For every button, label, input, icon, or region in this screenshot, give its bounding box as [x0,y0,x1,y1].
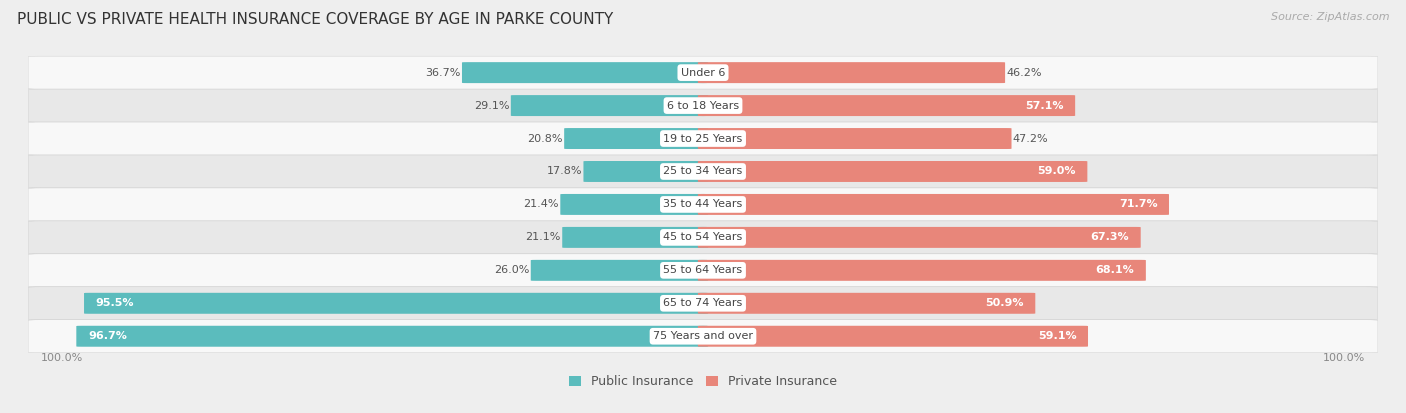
FancyBboxPatch shape [28,221,1378,254]
FancyBboxPatch shape [697,293,1035,314]
Text: 21.4%: 21.4% [523,199,560,209]
Text: 20.8%: 20.8% [527,133,562,144]
Text: 95.5%: 95.5% [96,298,134,308]
FancyBboxPatch shape [28,320,1378,353]
Text: Source: ZipAtlas.com: Source: ZipAtlas.com [1271,12,1389,22]
Text: 100.0%: 100.0% [1323,353,1365,363]
Text: 21.1%: 21.1% [526,233,561,242]
FancyBboxPatch shape [28,254,1378,287]
Text: 68.1%: 68.1% [1095,265,1135,275]
Text: 96.7%: 96.7% [89,331,127,341]
FancyBboxPatch shape [697,194,1168,215]
Text: 29.1%: 29.1% [474,101,509,111]
FancyBboxPatch shape [84,293,709,314]
Text: 57.1%: 57.1% [1025,101,1063,111]
FancyBboxPatch shape [583,161,709,182]
FancyBboxPatch shape [510,95,709,116]
Text: 75 Years and over: 75 Years and over [652,331,754,341]
FancyBboxPatch shape [76,326,709,347]
Text: 71.7%: 71.7% [1119,199,1157,209]
Text: 67.3%: 67.3% [1091,233,1129,242]
Text: 36.7%: 36.7% [425,68,461,78]
FancyBboxPatch shape [28,287,1378,320]
FancyBboxPatch shape [697,227,1140,248]
FancyBboxPatch shape [697,128,1011,149]
FancyBboxPatch shape [28,89,1378,122]
Text: 17.8%: 17.8% [547,166,582,176]
Text: 65 to 74 Years: 65 to 74 Years [664,298,742,308]
Text: 19 to 25 Years: 19 to 25 Years [664,133,742,144]
FancyBboxPatch shape [697,161,1087,182]
Text: 45 to 54 Years: 45 to 54 Years [664,233,742,242]
Text: 47.2%: 47.2% [1012,133,1049,144]
FancyBboxPatch shape [564,128,709,149]
FancyBboxPatch shape [697,95,1076,116]
Text: 6 to 18 Years: 6 to 18 Years [666,101,740,111]
Text: Under 6: Under 6 [681,68,725,78]
FancyBboxPatch shape [562,227,709,248]
Text: 46.2%: 46.2% [1007,68,1042,78]
Text: 59.0%: 59.0% [1038,166,1076,176]
Text: 35 to 44 Years: 35 to 44 Years [664,199,742,209]
FancyBboxPatch shape [28,155,1378,188]
Text: 25 to 34 Years: 25 to 34 Years [664,166,742,176]
FancyBboxPatch shape [697,62,1005,83]
FancyBboxPatch shape [463,62,709,83]
Text: 100.0%: 100.0% [41,353,83,363]
Legend: Public Insurance, Private Insurance: Public Insurance, Private Insurance [564,370,842,393]
Text: 26.0%: 26.0% [494,265,530,275]
FancyBboxPatch shape [28,122,1378,155]
FancyBboxPatch shape [697,326,1088,347]
Text: PUBLIC VS PRIVATE HEALTH INSURANCE COVERAGE BY AGE IN PARKE COUNTY: PUBLIC VS PRIVATE HEALTH INSURANCE COVER… [17,12,613,27]
FancyBboxPatch shape [530,260,709,281]
Text: 55 to 64 Years: 55 to 64 Years [664,265,742,275]
Text: 59.1%: 59.1% [1038,331,1077,341]
FancyBboxPatch shape [28,188,1378,221]
FancyBboxPatch shape [561,194,709,215]
FancyBboxPatch shape [28,56,1378,89]
FancyBboxPatch shape [697,260,1146,281]
Text: 50.9%: 50.9% [986,298,1024,308]
